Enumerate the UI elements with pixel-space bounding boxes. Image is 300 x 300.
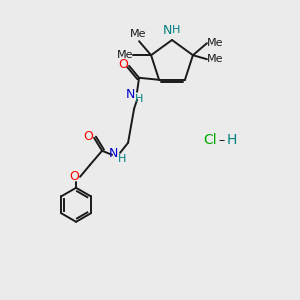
Text: Cl: Cl [203, 133, 217, 147]
Text: Me: Me [130, 29, 146, 39]
Text: H: H [172, 25, 180, 35]
Text: Me: Me [117, 50, 133, 60]
Text: O: O [118, 58, 128, 71]
Text: N: N [125, 88, 135, 101]
Text: –: – [215, 134, 229, 146]
Text: H: H [118, 154, 126, 164]
Text: N: N [108, 147, 118, 160]
Text: Me: Me [207, 54, 223, 64]
Text: Me: Me [207, 38, 223, 48]
Text: H: H [227, 133, 237, 147]
Text: O: O [69, 170, 79, 183]
Text: O: O [83, 130, 93, 143]
Text: N: N [162, 23, 172, 37]
Text: H: H [135, 94, 143, 104]
